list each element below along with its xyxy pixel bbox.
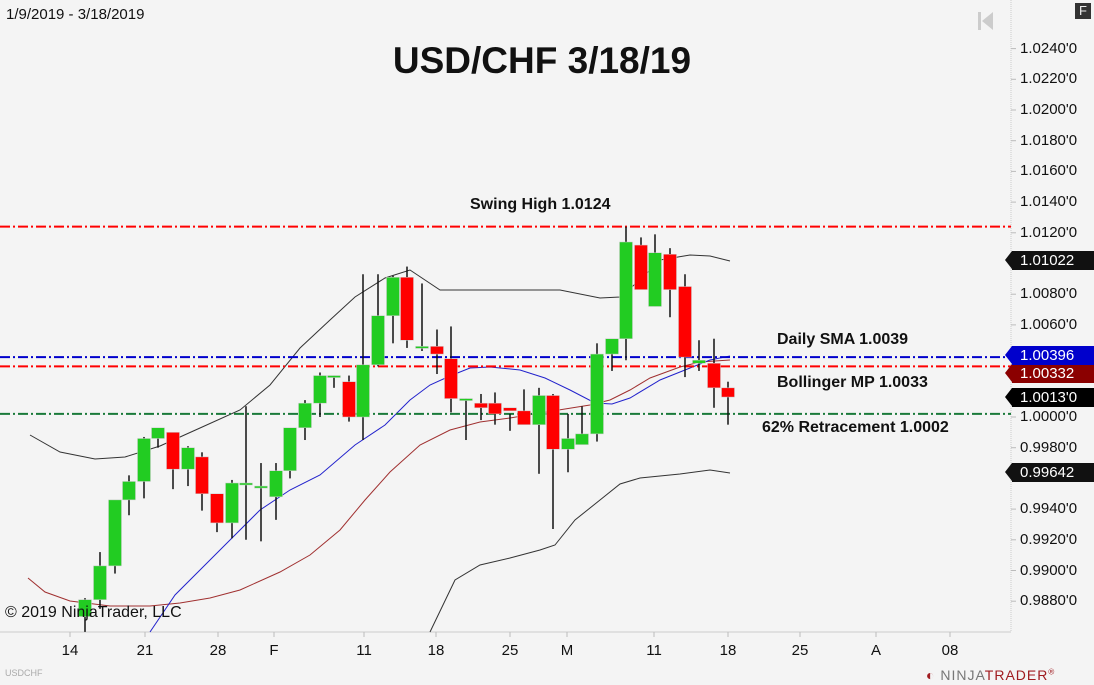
candle [415, 283, 429, 351]
bollinger-mid-price-badge: 1.00332 [1005, 364, 1094, 383]
y-tick-label: 0.9880'0 [1020, 592, 1078, 610]
retracement-label: 62% Retracement 1.0002 [762, 419, 949, 436]
candle [137, 436, 151, 499]
candle [298, 400, 312, 441]
candle [210, 493, 224, 533]
last-price-badge: 1.0013'0 [1005, 388, 1094, 407]
candle [239, 406, 253, 540]
ninjatrader-logo: ◐ NINJATRADER® [926, 667, 1056, 683]
candle [619, 226, 633, 361]
x-tick-label: 28 [209, 642, 227, 659]
x-tick-label: A [870, 642, 882, 659]
candle [93, 552, 107, 609]
horizontal-levels [0, 225, 1011, 415]
candle [503, 407, 517, 431]
x-tick-label: 11 [356, 642, 372, 659]
x-tick-label: 21 [136, 642, 154, 659]
candle [474, 393, 488, 421]
y-tick-label: 1.0200'0 [1020, 101, 1078, 118]
candle [225, 479, 239, 539]
y-tick-label: 1.0000'0 [1020, 408, 1078, 425]
candle [78, 598, 92, 632]
candle [371, 274, 385, 367]
candle [517, 389, 531, 425]
candle [678, 274, 692, 378]
candlesticks [78, 226, 735, 632]
candle [108, 499, 122, 574]
y-tick-label: 0.9900'0 [1020, 561, 1078, 579]
y-tick-label: 1.0060'0 [1020, 315, 1078, 333]
candle [342, 375, 356, 422]
daily-sma-label: Daily SMA 1.0039 [777, 331, 909, 348]
x-tick-label: 11 [646, 642, 662, 659]
candle [356, 274, 370, 441]
x-tick-label: 25 [501, 642, 519, 659]
candle [313, 372, 327, 417]
candle [648, 234, 662, 307]
candle [195, 452, 209, 511]
bollinger-midpoint-curve [27, 359, 731, 607]
candle [707, 338, 721, 408]
candle [561, 413, 575, 473]
sma-price-badge: 1.00396 [1005, 346, 1094, 365]
candle [181, 446, 195, 487]
bollinger-lower-band [429, 469, 731, 633]
x-tick-label: M [560, 642, 574, 659]
axis-ticks [69, 48, 1016, 637]
candle [283, 427, 297, 479]
y-tick-label: 0.9940'0 [1020, 500, 1078, 518]
candle [327, 375, 341, 388]
y-tick-label: 1.0140'0 [1020, 193, 1078, 211]
bollinger-mp-label: Bollinger MP 1.0033 [777, 374, 928, 391]
f-button[interactable]: F [1075, 3, 1091, 19]
y-tick-label: 1.0080'0 [1020, 285, 1078, 303]
candle [400, 266, 414, 348]
x-tick-label: 08 [941, 642, 959, 659]
candle [488, 392, 502, 425]
candle [430, 329, 444, 375]
candle [663, 248, 677, 318]
candle [166, 432, 180, 490]
candle [151, 427, 165, 448]
x-tick-label: 25 [791, 642, 809, 659]
candle [122, 475, 136, 516]
candle [692, 340, 706, 371]
x-tick-label: F [269, 642, 279, 659]
candle [575, 406, 589, 445]
y-tick-label: 1.0120'0 [1020, 223, 1078, 241]
x-tick-label: 14 [61, 642, 79, 659]
y-tick-label: 1.0240'0 [1020, 39, 1078, 57]
candle [590, 343, 604, 442]
candle [605, 338, 619, 371]
candle [254, 463, 268, 542]
lower-band-price-badge: 0.99642 [1005, 463, 1094, 482]
chart-title: USD/CHF 3/18/19 [392, 40, 692, 81]
logo-mark-icon: ◐ [926, 667, 941, 683]
y-tick-label: 1.0180'0 [1020, 131, 1078, 149]
y-tick-label: 1.0220'0 [1020, 70, 1078, 88]
candle [269, 463, 283, 520]
skip-to-end-icon[interactable] [978, 12, 994, 30]
sma-curve [149, 355, 731, 633]
candle [721, 381, 735, 425]
candle [459, 398, 473, 441]
copyright-text: © 2019 NinjaTrader, LLC [5, 604, 182, 621]
swing-high-label: Swing High 1.0124 [470, 196, 611, 213]
date-range: 1/9/2019 - 3/18/2019 [6, 6, 145, 23]
indicator-curves [27, 254, 731, 633]
candle [546, 393, 560, 530]
candle [444, 326, 458, 413]
y-tick-label: 0.9980'0 [1020, 438, 1078, 456]
x-tick-label: 18 [719, 642, 737, 659]
y-tick-label: 0.9920'0 [1020, 530, 1078, 548]
instrument-label: USDCHF [5, 668, 43, 678]
candle [634, 237, 648, 290]
candle [386, 275, 400, 344]
upper-band-price-badge: 1.01022 [1005, 251, 1094, 270]
y-tick-label: 1.0160'0 [1020, 162, 1078, 180]
candle [532, 387, 546, 474]
x-tick-label: 18 [427, 642, 445, 659]
